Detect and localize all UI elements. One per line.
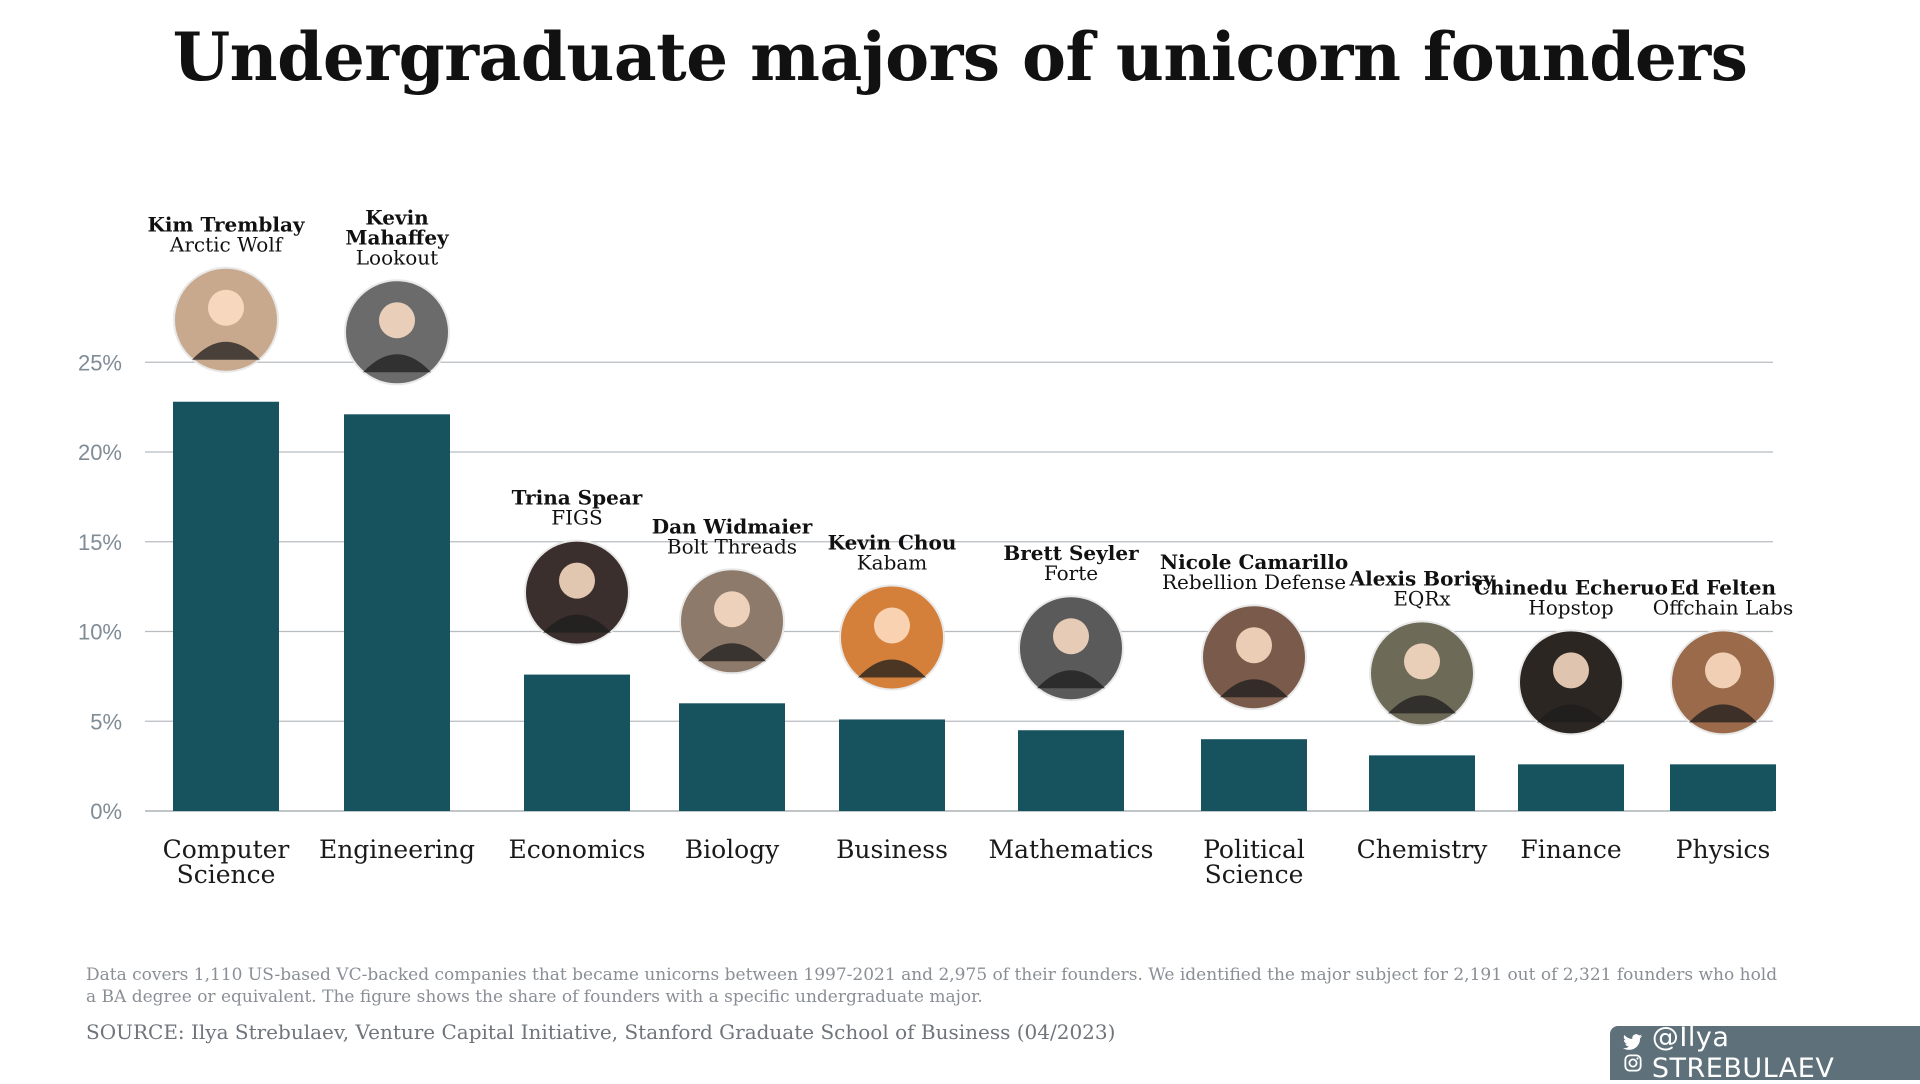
social-handle[interactable]: @Ilya STREBULAEV: [1610, 1022, 1920, 1084]
photo-shoulders: [1537, 704, 1605, 723]
y-tick-label: 25%: [78, 350, 122, 375]
x-tick-label: Engineering: [319, 835, 475, 864]
founder-name: Nicole Camarillo: [1160, 550, 1348, 574]
y-tick-label: 10%: [78, 620, 122, 645]
photo-face: [1705, 652, 1741, 689]
photo-shoulders: [698, 643, 766, 662]
founder-name: Brett Seyler: [1003, 541, 1139, 565]
founder-name: Dan Widmaier: [652, 514, 813, 538]
founder-photo: [1518, 629, 1624, 736]
x-tick-label: Biology: [685, 835, 780, 864]
founder-photo: [1018, 595, 1124, 702]
founder-name: Kim Tremblay: [147, 213, 305, 237]
footnote: Data covers 1,110 US-based VC-backed com…: [86, 965, 1778, 1007]
x-tick-label: Political: [1203, 835, 1305, 864]
founder-company: FIGS: [551, 506, 602, 530]
founder-name: Kevin Chou: [828, 530, 957, 554]
y-tick-label: 15%: [78, 530, 122, 555]
photo-face: [714, 591, 750, 628]
photo-face: [1053, 618, 1089, 655]
x-tick-label: Physics: [1676, 835, 1771, 864]
founder-photo: [173, 266, 279, 373]
photo-face: [1553, 652, 1589, 689]
instagram-icon: [1624, 1054, 1642, 1072]
bar-computer-science: [173, 401, 279, 811]
founder-company: Offchain Labs: [1653, 595, 1794, 619]
founder-photo: [1201, 604, 1307, 711]
photo-face: [379, 302, 415, 339]
founder-company: Bolt Threads: [667, 534, 797, 558]
photo-shoulders: [363, 354, 431, 373]
bar-engineering: [344, 414, 450, 811]
photo-shoulders: [1037, 670, 1105, 689]
founder-photo: [344, 279, 450, 386]
bar-physics: [1670, 764, 1776, 811]
y-tick-label: 5%: [90, 709, 122, 734]
photo-shoulders: [858, 659, 926, 678]
founder-name: Chinedu Echeruo: [1474, 575, 1668, 599]
bar-political-science: [1201, 739, 1307, 811]
photo-face: [1236, 627, 1272, 664]
founder-photo: [679, 568, 785, 675]
x-tick-label: Business: [836, 835, 948, 864]
x-tick-label: Science: [1205, 860, 1304, 889]
founder-company: Hopstop: [1528, 595, 1613, 619]
founder-company: Arctic Wolf: [169, 233, 284, 257]
photo-shoulders: [543, 614, 611, 633]
photo-face: [874, 607, 910, 644]
x-tick-label: Economics: [509, 835, 646, 864]
x-tick-label: Chemistry: [1357, 835, 1489, 864]
photo-shoulders: [1220, 679, 1288, 698]
founder-photo: [839, 584, 945, 691]
photo-shoulders: [1388, 695, 1456, 714]
bar-mathematics: [1018, 730, 1124, 811]
x-tick-label: Computer: [163, 835, 290, 864]
twitter-icon: [1622, 1034, 1643, 1050]
y-tick-label: 20%: [78, 440, 122, 465]
founder-company: Lookout: [356, 245, 438, 269]
photo-shoulders: [192, 341, 260, 360]
bar-chemistry: [1369, 755, 1475, 811]
founder-name: Mahaffey: [345, 225, 450, 249]
founder-name: Trina Spear: [512, 486, 643, 510]
photo-face: [1404, 643, 1440, 680]
x-tick-label: Finance: [1520, 835, 1621, 864]
founder-name: Ed Felten: [1670, 575, 1777, 599]
handle-text: @Ilya STREBULAEV: [1651, 1022, 1835, 1084]
source-note: SOURCE: Ilya Strebulaev, Venture Capital…: [86, 1020, 1116, 1044]
photo-shoulders: [1689, 704, 1757, 723]
founder-name: Alexis Borisy: [1349, 566, 1496, 590]
founder-company: Forte: [1044, 561, 1098, 585]
photo-face: [208, 289, 244, 326]
founder-company: Rebellion Defense: [1162, 570, 1346, 594]
founder-photo: [1369, 620, 1475, 727]
bar-biology: [679, 703, 785, 811]
bar-economics: [524, 674, 630, 811]
chart-title: Undergraduate majors of unicorn founders: [172, 18, 1748, 96]
x-tick-label: Science: [177, 860, 276, 889]
x-tick-label: Mathematics: [989, 835, 1154, 864]
bar-business: [839, 719, 945, 811]
founder-company: Kabam: [857, 550, 928, 574]
founder-name: Kevin: [365, 205, 429, 229]
founder-company: EQRx: [1393, 586, 1451, 610]
founder-photo: [524, 539, 630, 646]
founder-photo: [1670, 629, 1776, 736]
photo-face: [559, 562, 595, 599]
y-tick-label: 0%: [90, 799, 122, 824]
bar-finance: [1518, 764, 1624, 811]
